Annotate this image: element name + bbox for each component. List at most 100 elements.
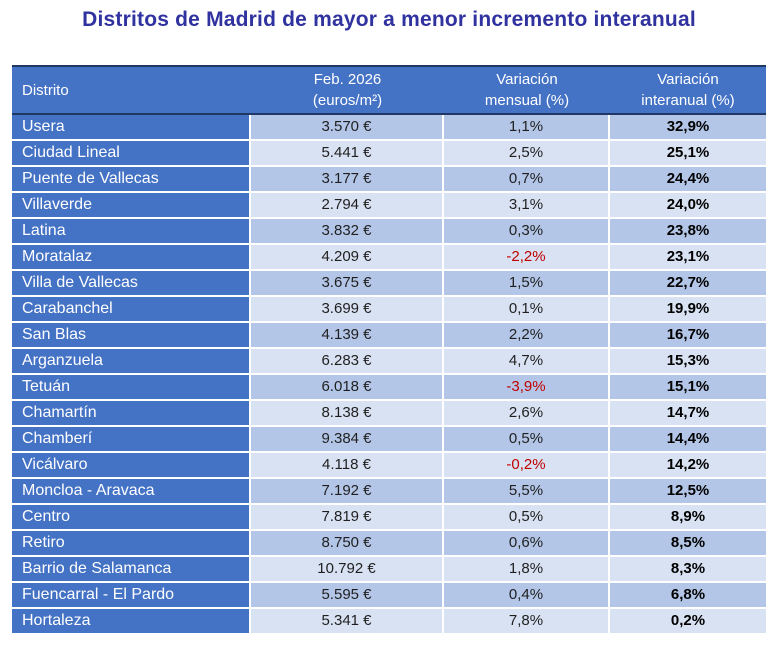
district-cell: Puente de Vallecas (12, 167, 251, 193)
district-cell: Chamartín (12, 401, 251, 427)
table-row: Ciudad Lineal 5.441 €2,5% 25,1% (12, 141, 766, 167)
price-cell: 4.118 € (251, 453, 444, 479)
table-row: Usera 3.570 €1,1% 32,9% (12, 115, 766, 141)
price-cell: 2.794 € (251, 193, 444, 219)
monthly-variation-cell: -0,2% (444, 453, 610, 479)
table-row: Chamberí 9.384 €0,5% 14,4% (12, 427, 766, 453)
annual-variation-cell: 14,4% (610, 427, 766, 453)
district-cell: Usera (12, 115, 251, 141)
monthly-variation-cell: -2,2% (444, 245, 610, 271)
monthly-variation-cell: 2,2% (444, 323, 610, 349)
table-body: Usera 3.570 €1,1% 32,9% Ciudad Lineal 5.441 … (12, 115, 766, 635)
annual-variation-cell: 19,9% (610, 297, 766, 323)
district-cell: Fuencarral - El Pardo (12, 583, 251, 609)
table-row: Moncloa - Aravaca 7.192 €5,5% 12,5% (12, 479, 766, 505)
price-cell: 8.750 € (251, 531, 444, 557)
price-cell: 7.819 € (251, 505, 444, 531)
table-row: San Blas 4.139 €2,2% 16,7% (12, 323, 766, 349)
table-row: Chamartín 8.138 €2,6% 14,7% (12, 401, 766, 427)
column-header-monthly: Variación mensual (%) (444, 65, 610, 115)
annual-variation-cell: 15,3% (610, 349, 766, 375)
monthly-variation-cell: 0,3% (444, 219, 610, 245)
district-cell: Villaverde (12, 193, 251, 219)
annual-variation-cell: 0,2% (610, 609, 766, 635)
district-cell: Moncloa - Aravaca (12, 479, 251, 505)
monthly-variation-cell: 0,1% (444, 297, 610, 323)
district-cell: Latina (12, 219, 251, 245)
annual-variation-cell: 8,5% (610, 531, 766, 557)
district-cell: Hortaleza (12, 609, 251, 635)
price-cell: 3.177 € (251, 167, 444, 193)
district-cell: Carabanchel (12, 297, 251, 323)
annual-variation-cell: 22,7% (610, 271, 766, 297)
annual-variation-cell: 16,7% (610, 323, 766, 349)
district-cell: Villa de Vallecas (12, 271, 251, 297)
table-row: Puente de Vallecas 3.177 €0,7% 24,4% (12, 167, 766, 193)
annual-variation-cell: 15,1% (610, 375, 766, 401)
table-header-row: Distrito Feb. 2026 (euros/m²) Variación mens… (12, 65, 766, 115)
monthly-variation-cell: 2,5% (444, 141, 610, 167)
price-cell: 4.139 € (251, 323, 444, 349)
table-row: Latina 3.832 €0,3% 23,8% (12, 219, 766, 245)
table-row: Villa de Vallecas 3.675 €1,5% 22,7% (12, 271, 766, 297)
annual-variation-cell: 25,1% (610, 141, 766, 167)
price-cell: 9.384 € (251, 427, 444, 453)
page-title: Distritos de Madrid de mayor a menor inc… (82, 8, 696, 31)
annual-variation-cell: 6,8% (610, 583, 766, 609)
column-header-annual: Variación interanual (%) (610, 65, 766, 115)
district-cell: Vicálvaro (12, 453, 251, 479)
table-row: Hortaleza 5.341 €7,8% 0,2% (12, 609, 766, 635)
table-row: Fuencarral - El Pardo 5.595 €0,4% 6,8% (12, 583, 766, 609)
annual-variation-cell: 24,0% (610, 193, 766, 219)
price-cell: 6.283 € (251, 349, 444, 375)
monthly-variation-cell: 0,5% (444, 427, 610, 453)
table-row: Tetuán 6.018 € -3,9% 15,1% (12, 375, 766, 401)
monthly-variation-cell: 0,4% (444, 583, 610, 609)
price-cell: 3.699 € (251, 297, 444, 323)
monthly-variation-cell: -3,9% (444, 375, 610, 401)
monthly-variation-cell: 4,7% (444, 349, 610, 375)
price-cell: 6.018 € (251, 375, 444, 401)
column-header-district: Distrito (12, 65, 251, 115)
monthly-variation-cell: 0,5% (444, 505, 610, 531)
district-cell: Retiro (12, 531, 251, 557)
table-row: Villaverde 2.794 €3,1% 24,0% (12, 193, 766, 219)
monthly-variation-cell: 2,6% (444, 401, 610, 427)
district-cell: Barrio de Salamanca (12, 557, 251, 583)
price-cell: 3.675 € (251, 271, 444, 297)
monthly-variation-cell: 0,7% (444, 167, 610, 193)
annual-variation-cell: 8,9% (610, 505, 766, 531)
table-row: Carabanchel 3.699 €0,1% 19,9% (12, 297, 766, 323)
table-row: Arganzuela 6.283 €4,7% 15,3% (12, 349, 766, 375)
table-row: Retiro 8.750 €0,6% 8,5% (12, 531, 766, 557)
column-header-price: Feb. 2026 (euros/m²) (251, 65, 444, 115)
monthly-variation-cell: 1,1% (444, 115, 610, 141)
district-cell: Tetuán (12, 375, 251, 401)
annual-variation-cell: 32,9% (610, 115, 766, 141)
table-row: Barrio de Salamanca 10.792 €1,8% 8,3% (12, 557, 766, 583)
price-cell: 7.192 € (251, 479, 444, 505)
district-cell: Moratalaz (12, 245, 251, 271)
price-cell: 8.138 € (251, 401, 444, 427)
annual-variation-cell: 12,5% (610, 479, 766, 505)
monthly-variation-cell: 0,6% (444, 531, 610, 557)
price-cell: 5.441 € (251, 141, 444, 167)
district-cell: Chamberí (12, 427, 251, 453)
annual-variation-cell: 23,1% (610, 245, 766, 271)
table-header: Distrito Feb. 2026 (euros/m²) Variación mens… (12, 65, 766, 115)
district-cell: Centro (12, 505, 251, 531)
district-cell: Arganzuela (12, 349, 251, 375)
price-cell: 3.832 € (251, 219, 444, 245)
table-row: Moratalaz 4.209 € -2,2% 23,1% (12, 245, 766, 271)
price-cell: 4.209 € (251, 245, 444, 271)
annual-variation-cell: 14,2% (610, 453, 766, 479)
price-cell: 5.341 € (251, 609, 444, 635)
monthly-variation-cell: 3,1% (444, 193, 610, 219)
price-cell: 5.595 € (251, 583, 444, 609)
monthly-variation-cell: 5,5% (444, 479, 610, 505)
price-cell: 10.792 € (251, 557, 444, 583)
district-cell: San Blas (12, 323, 251, 349)
monthly-variation-cell: 7,8% (444, 609, 610, 635)
annual-variation-cell: 14,7% (610, 401, 766, 427)
monthly-variation-cell: 1,8% (444, 557, 610, 583)
